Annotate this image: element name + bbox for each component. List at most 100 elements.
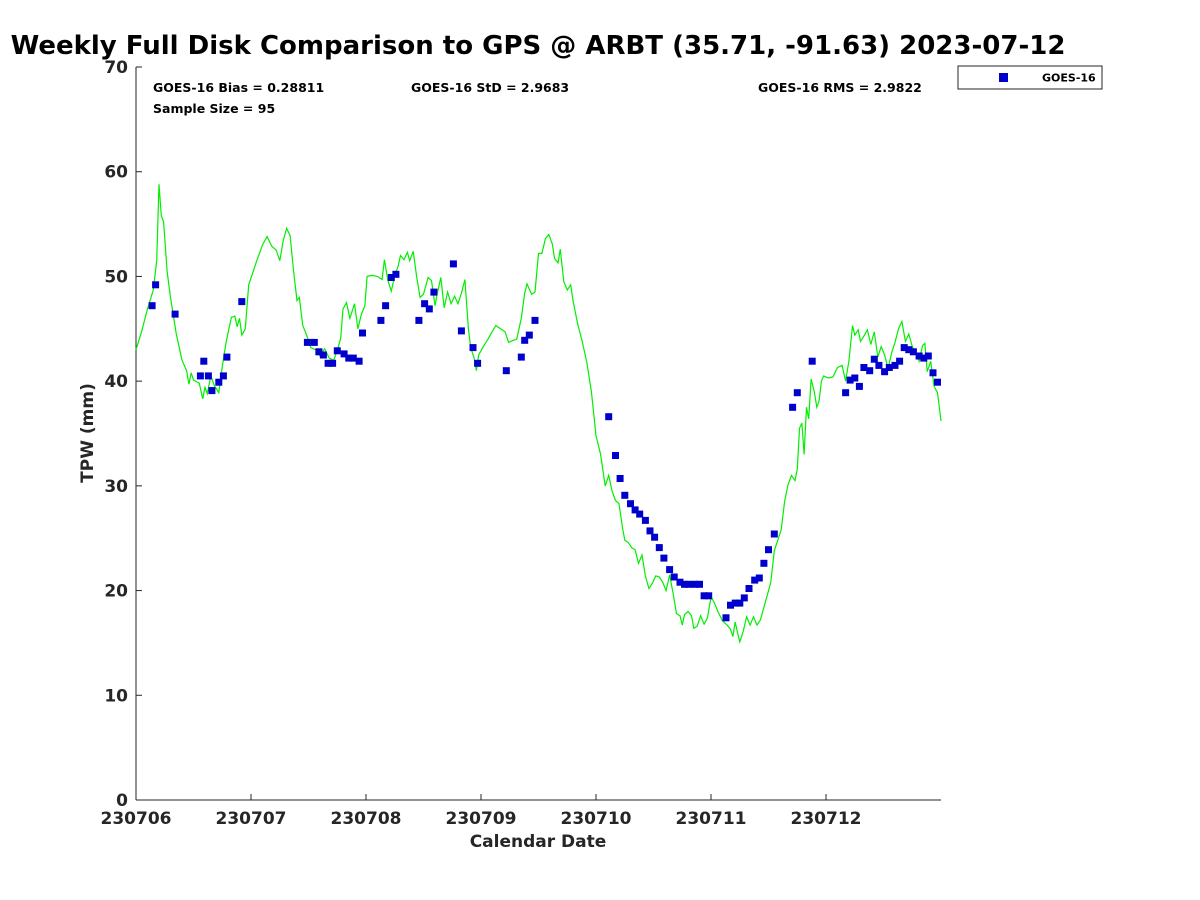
data-point-goes16 (789, 403, 797, 411)
data-point-goes16 (740, 594, 748, 602)
data-point-goes16 (920, 354, 928, 362)
data-point-goes16 (152, 281, 160, 289)
data-point-goes16 (842, 389, 850, 397)
x-axis-ticks: 230706 230707 230708 230709 230710 230711 2307… (101, 794, 862, 829)
legend-box (957, 65, 1103, 90)
data-point-goes16 (223, 353, 231, 361)
data-point-goes16 (655, 544, 663, 552)
data-point-goes16 (860, 364, 868, 371)
y-tick-label: 60 (104, 163, 128, 183)
data-point-goes16 (303, 338, 311, 346)
data-point-goes16 (219, 372, 227, 380)
sample-size-annotation: Sample Size = 95 (153, 101, 275, 116)
data-point-goes16 (196, 372, 204, 380)
x-tick-label: 230710 (561, 809, 632, 829)
data-point-goes16 (896, 357, 904, 365)
data-point-goes16 (449, 260, 457, 268)
data-point-goes16 (333, 347, 341, 355)
data-point-goes16 (627, 500, 634, 508)
data-point-goes16 (621, 491, 629, 499)
data-point-goes16 (705, 592, 713, 600)
data-point-goes16 (324, 359, 332, 367)
data-point-goes16 (866, 367, 874, 375)
rms-annotation: GOES-16 RMS = 2.9822 (758, 80, 922, 95)
chart-title: Weekly Full Disk Comparison to GPS @ ARB… (11, 31, 1066, 61)
y-tick-label: 40 (104, 372, 128, 392)
data-point-goes16 (457, 327, 465, 335)
data-point-goes16 (808, 357, 816, 365)
x-tick-label: 230711 (676, 809, 747, 829)
data-point-goes16 (525, 331, 533, 339)
data-point-goes16 (215, 378, 223, 386)
data-point-goes16 (696, 580, 703, 588)
data-point-goes16 (891, 361, 899, 369)
data-point-goes16 (685, 580, 693, 588)
x-tick-label: 230708 (331, 809, 402, 829)
data-point-goes16 (319, 351, 327, 359)
data-point-goes16 (421, 300, 429, 308)
y-tick-label: 20 (104, 582, 128, 602)
data-point-goes16 (517, 353, 525, 361)
data-point-goes16 (846, 376, 854, 384)
data-point-goes16 (355, 357, 363, 365)
data-point-goes16 (415, 316, 423, 324)
data-point-goes16 (612, 452, 619, 459)
data-point-goes16 (641, 516, 649, 524)
data-point-goes16 (924, 352, 932, 360)
data-point-goes16 (502, 367, 510, 375)
x-axis-label: Calendar Date (470, 832, 607, 852)
x-tick-label: 230712 (791, 809, 862, 829)
data-point-goes16 (909, 348, 917, 356)
data-point-goes16 (651, 533, 659, 541)
data-point-goes16 (208, 387, 216, 395)
plot-area (135, 184, 942, 645)
data-point-goes16 (929, 369, 937, 377)
data-point-goes16 (521, 336, 529, 344)
data-point-goes16 (745, 585, 753, 592)
data-point-goes16 (736, 599, 744, 607)
data-point-goes16 (605, 413, 613, 421)
data-point-goes16 (751, 576, 759, 584)
data-point-goes16 (474, 359, 482, 367)
data-point-goes16 (200, 357, 208, 365)
data-point-goes16 (900, 344, 908, 352)
data-point-goes16 (377, 316, 385, 324)
data-point-goes16 (691, 580, 699, 588)
data-point-goes16 (310, 338, 318, 346)
data-point-goes16 (430, 288, 438, 296)
y-tick-label: 0 (116, 791, 128, 811)
std-annotation: GOES-16 StD = 2.9683 (411, 80, 569, 95)
data-point-goes16 (915, 352, 923, 360)
data-point-goes16 (340, 350, 348, 358)
data-point-goes16 (855, 382, 863, 390)
data-point-goes16 (660, 554, 668, 562)
x-tick-label: 230709 (446, 809, 517, 829)
data-point-goes16 (760, 559, 768, 567)
data-point-goes16 (616, 475, 624, 482)
data-point-goes16 (469, 344, 477, 352)
data-point-goes16 (531, 316, 539, 324)
data-point-goes16 (631, 506, 639, 514)
data-point-goes16 (793, 389, 801, 397)
data-point-goes16 (905, 346, 913, 354)
data-point-goes16 (765, 546, 772, 554)
data-point-goes16 (881, 368, 889, 376)
data-point-goes16 (727, 601, 734, 609)
data-point-goes16 (204, 372, 212, 380)
data-point-goes16 (636, 510, 644, 518)
y-tick-label: 30 (104, 477, 128, 497)
data-point-goes16 (171, 310, 179, 318)
data-point-goes16 (885, 364, 893, 371)
data-point-goes16 (934, 378, 941, 386)
x-tick-label: 230707 (216, 809, 287, 829)
data-point-goes16 (359, 329, 366, 337)
x-tick-label: 230706 (101, 809, 172, 829)
y-tick-label: 70 (104, 58, 128, 78)
data-point-goes16 (425, 305, 433, 313)
data-point-goes16 (392, 270, 400, 278)
y-axis-ticks: 0 10 20 30 40 50 60 70 (104, 58, 142, 811)
data-point-goes16 (666, 566, 674, 574)
y-axis-label: TPW (mm) (78, 383, 98, 483)
data-point-goes16 (349, 354, 357, 362)
